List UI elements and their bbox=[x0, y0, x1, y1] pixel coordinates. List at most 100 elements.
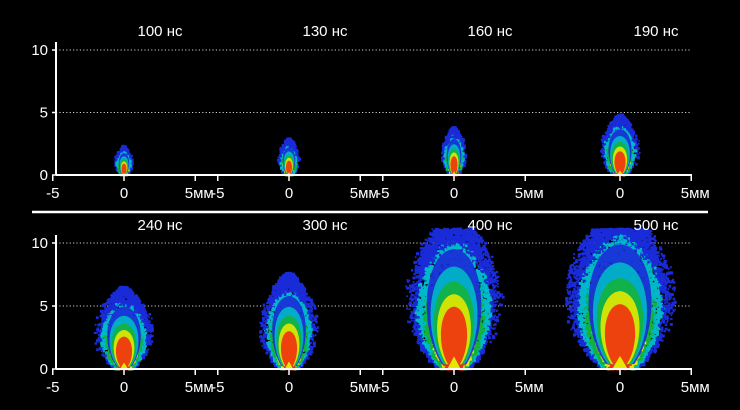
plume-pixel bbox=[635, 138, 638, 141]
plume-pixel bbox=[442, 161, 444, 163]
plume-heatmap bbox=[600, 114, 641, 177]
plume-pixel bbox=[461, 144, 464, 147]
plume-pixel bbox=[460, 168, 462, 170]
plume-heatmap bbox=[114, 145, 134, 177]
plume-pixel bbox=[635, 135, 637, 137]
plume-pixel bbox=[130, 168, 133, 171]
plume-pixel bbox=[459, 137, 461, 139]
plume-pixel bbox=[95, 342, 98, 345]
plume-pixel bbox=[449, 136, 452, 139]
plume-pixel bbox=[123, 149, 125, 151]
plume-pixel bbox=[634, 149, 637, 152]
plume-pixel bbox=[123, 146, 125, 148]
plume-pixel bbox=[451, 136, 453, 138]
plume-pixel bbox=[129, 160, 132, 163]
plume-contour bbox=[614, 151, 625, 173]
plume-pixel bbox=[297, 159, 300, 162]
plume-pixel bbox=[287, 144, 290, 147]
plume-pixel bbox=[295, 152, 298, 155]
plume-pixel bbox=[461, 147, 464, 150]
plume-pixel bbox=[620, 115, 623, 118]
plume-pixel bbox=[117, 151, 120, 154]
plume-pixel bbox=[607, 163, 610, 166]
plume-pixel bbox=[450, 129, 452, 131]
plume-heatmap bbox=[277, 137, 301, 176]
plume-pixel bbox=[606, 138, 608, 140]
plume-pixel bbox=[601, 155, 603, 157]
plume-pixel bbox=[282, 151, 284, 153]
plume-pixel bbox=[445, 140, 447, 142]
plumes-layer bbox=[94, 114, 677, 371]
plume-pixel bbox=[125, 148, 128, 151]
plume-pixel bbox=[129, 155, 132, 158]
plume-pixel bbox=[151, 318, 153, 320]
plume-pixel bbox=[634, 162, 636, 164]
plume-pixel bbox=[632, 143, 635, 146]
plume-pixel bbox=[297, 156, 300, 159]
plume-pixel bbox=[635, 163, 638, 166]
plume-pixel bbox=[129, 165, 131, 167]
plume-pixel bbox=[605, 155, 607, 157]
plume-pixel bbox=[607, 133, 609, 135]
plume-pixel bbox=[280, 157, 282, 159]
plume-pixel bbox=[462, 160, 464, 162]
plume-pixel bbox=[611, 125, 614, 128]
plume-pixel bbox=[637, 156, 640, 159]
plume-pixel bbox=[287, 139, 290, 142]
plume-pixel bbox=[624, 121, 626, 123]
plume-pixel bbox=[633, 140, 635, 142]
plume-pixel bbox=[280, 163, 282, 165]
plume-pixel bbox=[607, 142, 609, 144]
plume-pixel bbox=[619, 120, 621, 122]
plume-pixel bbox=[605, 151, 607, 153]
plume-pixel bbox=[443, 143, 445, 145]
plume-pixel bbox=[293, 147, 296, 150]
plume-pixel bbox=[443, 158, 445, 160]
plume-pixel bbox=[444, 161, 447, 164]
plume-pixel bbox=[609, 122, 612, 125]
plume-pixel bbox=[629, 130, 631, 132]
plume-pixel bbox=[95, 324, 97, 326]
plume-pixel bbox=[622, 123, 624, 125]
plume-pixel bbox=[459, 171, 462, 174]
plume-pixel bbox=[632, 166, 634, 168]
plume-pixel bbox=[603, 150, 605, 152]
plume-pixel bbox=[451, 131, 453, 133]
plume-contour bbox=[450, 156, 457, 173]
plume-pixel bbox=[635, 145, 638, 148]
plume-pixel bbox=[637, 154, 639, 156]
plume-pixel bbox=[463, 162, 465, 164]
plume-pixel bbox=[117, 161, 119, 163]
plume-pixel bbox=[291, 143, 293, 145]
plume-pixel bbox=[602, 144, 605, 147]
plume-pixel bbox=[146, 343, 149, 346]
plume-pixel bbox=[607, 128, 610, 131]
plume-pixel bbox=[625, 118, 627, 120]
plume-pixel bbox=[293, 145, 295, 147]
plume-pixel bbox=[464, 147, 466, 149]
plume-pixel bbox=[605, 166, 608, 169]
plume-pixel bbox=[610, 131, 612, 133]
plume-pixel bbox=[635, 154, 637, 156]
plume-pixel bbox=[149, 342, 152, 345]
plume-pixel bbox=[120, 148, 122, 150]
plume-pixel bbox=[445, 146, 448, 149]
plume-pixel bbox=[618, 125, 620, 127]
plume-pixel bbox=[627, 121, 630, 124]
plume-pixel bbox=[600, 150, 603, 153]
plume-contour bbox=[286, 161, 292, 174]
plume-pixel bbox=[279, 159, 282, 162]
plume-pixel bbox=[631, 133, 633, 135]
plume-pixel bbox=[631, 135, 634, 138]
plume-pixel bbox=[611, 170, 613, 172]
plume-pixel bbox=[622, 117, 624, 119]
plume-heatmap bbox=[441, 126, 467, 176]
plume-pixel bbox=[460, 135, 462, 137]
plume-pixel bbox=[461, 156, 463, 158]
plume-pixel bbox=[444, 153, 447, 156]
plume-pixel bbox=[605, 157, 607, 159]
plume-pixel bbox=[614, 121, 616, 123]
plume-pixel bbox=[458, 132, 460, 134]
plume-pixel bbox=[445, 136, 448, 139]
